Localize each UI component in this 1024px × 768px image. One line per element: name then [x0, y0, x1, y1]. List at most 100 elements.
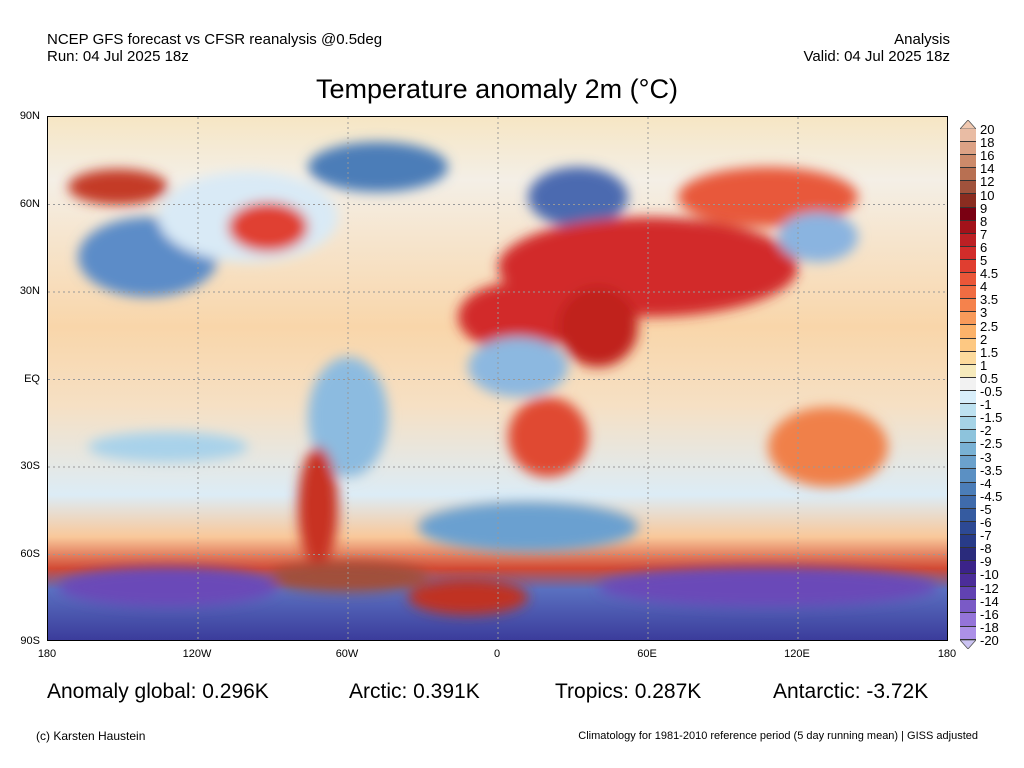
colorbar-label: 2.5 — [980, 318, 999, 334]
lat-label-90n: 90N — [19, 110, 40, 122]
colorbar-label: -1 — [980, 397, 992, 413]
colorbar-label: 4 — [980, 279, 988, 295]
lat-label-30n: 30N — [19, 285, 40, 297]
stat-arctic-anomaly: Arctic: 0.391K — [349, 680, 480, 703]
colorbar-bin — [960, 600, 976, 614]
colorbar-bin — [960, 482, 976, 496]
colorbar-bin — [960, 469, 976, 483]
climatology-note: Climatology for 1981-2010 reference peri… — [578, 730, 978, 742]
colorbar-bin — [960, 508, 976, 522]
colorbar-label: -0.5 — [980, 384, 1003, 400]
colorbar-label: 8 — [980, 213, 988, 229]
colorbar-top-arrow — [960, 120, 976, 129]
lat-label-30s: 30S — [20, 460, 40, 472]
colorbar-label: 4.5 — [980, 266, 999, 282]
colorbar-bin — [960, 626, 976, 640]
lon-label-60e: 60E — [637, 648, 657, 660]
colorbar-bin — [960, 246, 976, 260]
colorbar-bin — [960, 325, 976, 339]
colorbar-bin — [960, 443, 976, 457]
colorbar-bin — [960, 142, 976, 156]
colorbar-bin — [960, 338, 976, 352]
colorbar-label: -7 — [980, 528, 992, 544]
colorbar-label: 0.5 — [980, 370, 999, 386]
colorbar-bin — [960, 417, 976, 431]
colorbar-label: 12 — [980, 174, 995, 190]
colorbar-label: -2 — [980, 423, 992, 439]
stat-global-anomaly: Anomaly global: 0.296K — [47, 680, 269, 703]
colorbar-bin — [960, 403, 976, 418]
colorbar-bin — [960, 220, 976, 234]
colorbar-bin — [960, 207, 976, 221]
colorbar — [960, 129, 976, 640]
colorbar-label: -6 — [980, 515, 992, 531]
colorbar-label: 9 — [980, 200, 988, 216]
colorbar-bin — [960, 534, 976, 548]
colorbar-bin — [960, 168, 976, 182]
colorbar-bin — [960, 299, 976, 313]
colorbar-label: -20 — [980, 633, 999, 648]
colorbar-label: -9 — [980, 554, 992, 570]
colorbar-label: -1.5 — [980, 410, 1003, 426]
colorbar-label: -2.5 — [980, 436, 1003, 452]
lat-label-90s: 90S — [20, 635, 40, 647]
stat-antarctic-anomaly: Antarctic: -3.72K — [773, 680, 929, 703]
colorbar-label: -10 — [980, 567, 999, 583]
lon-label-120e: 120E — [784, 648, 810, 660]
copyright-credit: (c) Karsten Haustein — [36, 729, 146, 743]
colorbar-bin — [960, 548, 976, 562]
map-title: Temperature anomaly 2m (°C) — [316, 74, 678, 104]
colorbar-label: -8 — [980, 541, 992, 557]
colorbar-label: 20 — [980, 122, 995, 137]
colorbar-label: 6 — [980, 239, 988, 255]
graticule — [48, 117, 947, 640]
colorbar-label: -5 — [980, 501, 992, 517]
colorbar-bin — [960, 574, 976, 588]
stat-tropics-anomaly: Tropics: 0.287K — [555, 680, 702, 703]
model-description: NCEP GFS forecast vs CFSR reanalysis @0.… — [47, 31, 383, 48]
colorbar-label: 1 — [980, 357, 988, 373]
colorbar-bin — [960, 312, 976, 326]
colorbar-label: -16 — [980, 606, 999, 622]
world-anomaly-map — [47, 116, 948, 641]
colorbar-bin — [960, 259, 976, 274]
colorbar-bin — [960, 430, 976, 444]
colorbar-label: -4.5 — [980, 488, 1003, 504]
lat-label-eq: EQ — [24, 373, 40, 385]
lon-label-120w: 120W — [182, 648, 212, 660]
colorbar-label: 5 — [980, 253, 988, 269]
valid-time: Valid: 04 Jul 2025 18z — [803, 48, 951, 65]
colorbar-label: 10 — [980, 187, 995, 203]
analysis-label: Analysis — [894, 31, 950, 48]
colorbar-bin — [960, 364, 976, 378]
lat-label-60n: 60N — [19, 198, 40, 210]
colorbar-bin — [960, 181, 976, 195]
colorbar-label: -4 — [980, 475, 992, 491]
colorbar-label: 2 — [980, 331, 988, 347]
colorbar-bin — [960, 273, 976, 287]
colorbar-bin — [960, 155, 976, 169]
colorbar-bin — [960, 561, 976, 575]
lon-label-180e: 180 — [937, 648, 957, 660]
colorbar-bin — [960, 587, 976, 601]
colorbar-label: -18 — [980, 619, 999, 635]
colorbar-label: -3 — [980, 449, 992, 465]
colorbar-label: -12 — [980, 580, 999, 596]
colorbar-bin — [960, 286, 976, 300]
colorbar-bin — [960, 377, 976, 391]
colorbar-label: 3 — [980, 305, 988, 321]
colorbar-label: 3.5 — [980, 292, 999, 308]
colorbar-label: 1.5 — [980, 344, 999, 360]
colorbar-label: 18 — [980, 135, 995, 151]
colorbar-label: -14 — [980, 593, 999, 609]
lon-label-60w: 60W — [335, 648, 359, 660]
colorbar-bin — [960, 613, 976, 627]
colorbar-bottom-arrow — [960, 640, 976, 649]
colorbar-bin — [960, 129, 976, 143]
lon-label-180w: 180 — [37, 648, 57, 660]
colorbar-bin — [960, 351, 976, 365]
map-canvas — [48, 117, 947, 640]
colorbar-bin — [960, 194, 976, 208]
lon-label-0: 0 — [493, 648, 501, 660]
